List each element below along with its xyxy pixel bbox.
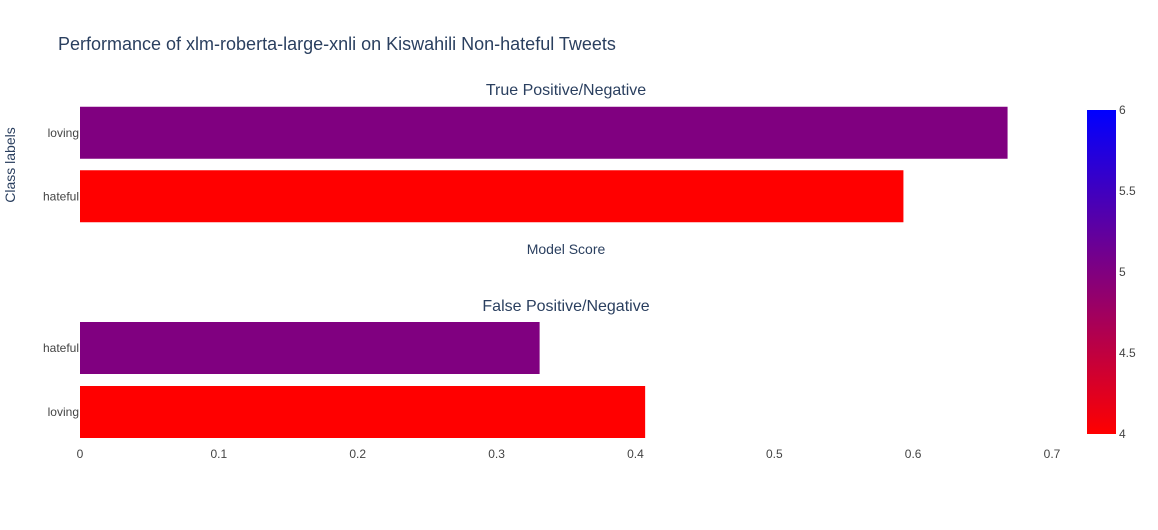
bar-loving [80, 386, 646, 438]
panel-2: False Positive/Negative hateful loving [43, 298, 650, 438]
colorbar-tick-label: 5.5 [1119, 184, 1136, 198]
category-label: hateful [43, 341, 79, 355]
y-axis-label: Class labels [2, 127, 18, 202]
colorbar-tick-label: 5 [1119, 265, 1126, 279]
x-tick-label: 0.6 [905, 447, 922, 461]
x-tick-label: 0.2 [349, 447, 366, 461]
x-tick-label: 0.1 [211, 447, 228, 461]
x-tick-label: 0.3 [488, 447, 505, 461]
category-label: hateful [43, 189, 79, 203]
panel-title: True Positive/Negative [486, 82, 646, 99]
x-tick-label: 0 [77, 447, 84, 461]
panel-title: False Positive/Negative [482, 298, 649, 315]
x-tick-label: 0.5 [766, 447, 783, 461]
colorbar-gradient [1087, 110, 1116, 434]
category-label: loving [48, 126, 79, 140]
chart-title: Performance of xlm-roberta-large-xnli on… [58, 34, 616, 54]
panels-layer: True Positive/Negative loving hateful Model… [43, 82, 1008, 438]
bar-hateful [80, 170, 904, 223]
colorbar-tick-label: 4.5 [1119, 346, 1136, 360]
x-tick-label: 0.4 [627, 447, 644, 461]
panel-1: True Positive/Negative loving hateful Model… [43, 82, 1008, 257]
bar-loving [80, 106, 1008, 159]
bar-hateful [80, 322, 540, 374]
colorbar: 4 4.5 5 5.5 6 [1087, 103, 1136, 441]
x-tick-label: 0.7 [1044, 447, 1061, 461]
colorbar-tick-label: 4 [1119, 427, 1126, 441]
x-axis-label: Model Score [527, 241, 606, 257]
category-label: loving [48, 405, 79, 419]
colorbar-tick-label: 6 [1119, 103, 1126, 117]
x-axis: 0 0.1 0.2 0.3 0.4 0.5 0.6 0.7 [77, 447, 1061, 461]
